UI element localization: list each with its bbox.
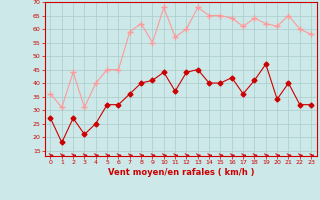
X-axis label: Vent moyen/en rafales ( km/h ): Vent moyen/en rafales ( km/h ) — [108, 168, 254, 177]
